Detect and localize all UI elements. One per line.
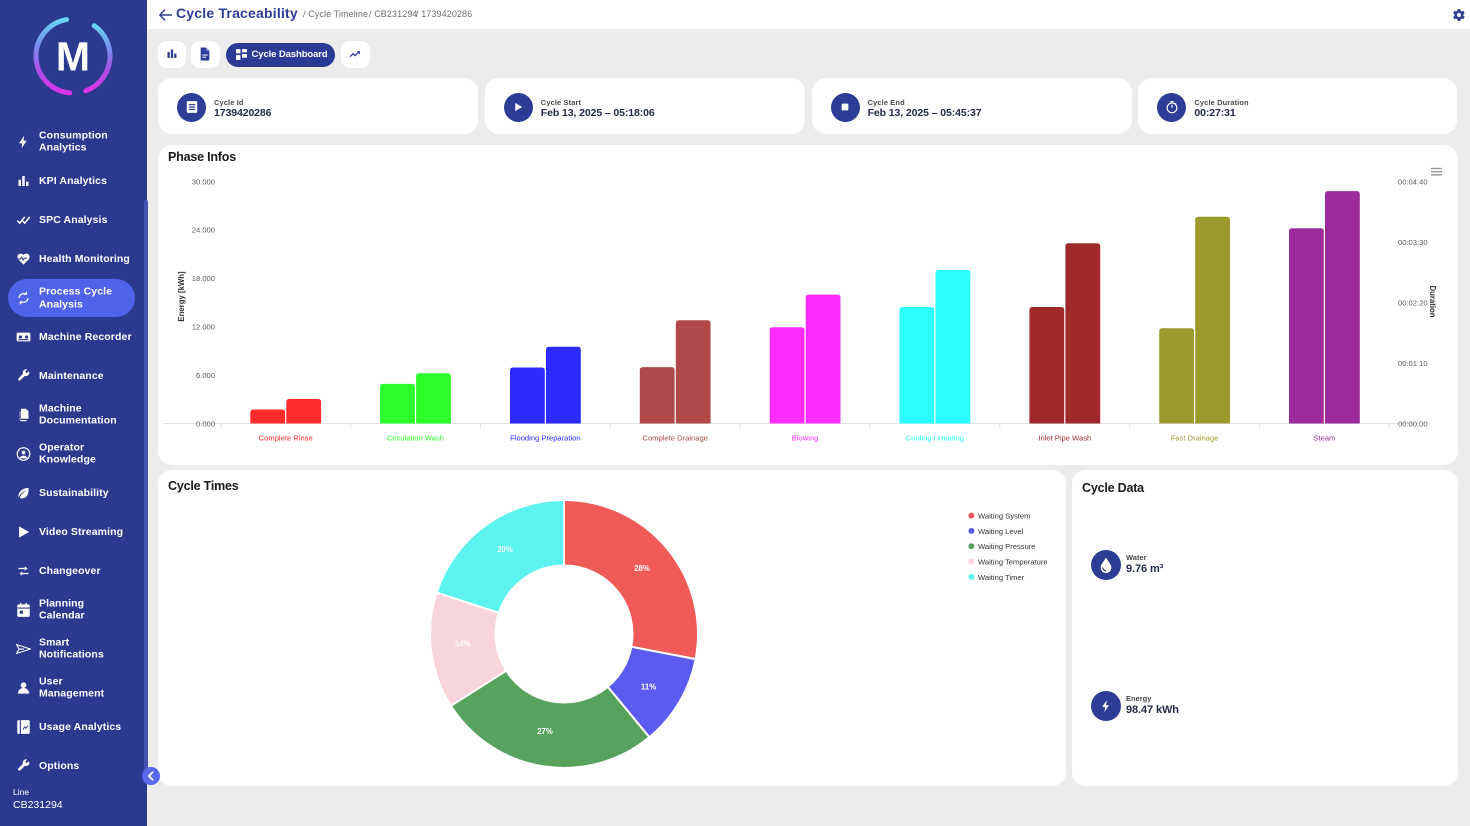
svg-text:Fast Drainage: Fast Drainage xyxy=(1171,433,1219,442)
svg-text:Waiting System: Waiting System xyxy=(978,512,1030,521)
svg-text:M: M xyxy=(56,34,90,80)
svg-text:27%: 27% xyxy=(537,727,553,736)
svg-text:6.000: 6.000 xyxy=(196,370,215,379)
svg-text:Waiting Temperature: Waiting Temperature xyxy=(978,558,1048,567)
svg-text:Complete Rinse: Complete Rinse xyxy=(259,433,313,442)
svg-text:00:04:40: 00:04:40 xyxy=(1398,177,1428,186)
svg-text:00:03:30: 00:03:30 xyxy=(1398,237,1428,246)
svg-text:Waiting Pressure: Waiting Pressure xyxy=(978,542,1036,551)
svg-text:Waiting Level: Waiting Level xyxy=(978,527,1024,536)
svg-text:20%: 20% xyxy=(497,545,513,554)
svg-text:Complete Drainage: Complete Drainage xyxy=(642,433,707,442)
svg-text:00:00:00: 00:00:00 xyxy=(1398,419,1428,428)
svg-text:Steam: Steam xyxy=(1313,433,1335,442)
svg-text:Flooding Preparation: Flooding Preparation xyxy=(510,433,581,442)
svg-text:Inlet Pipe Wash: Inlet Pipe Wash xyxy=(1038,433,1091,442)
svg-text:28%: 28% xyxy=(634,564,650,573)
svg-text:00:02:20: 00:02:20 xyxy=(1398,298,1428,307)
svg-text:Blowing: Blowing xyxy=(792,433,819,442)
svg-text:30.000: 30.000 xyxy=(192,177,215,186)
svg-text:Duration: Duration xyxy=(1428,285,1437,317)
svg-text:Cooling / Heating: Cooling / Heating xyxy=(906,433,964,442)
svg-text:12.000: 12.000 xyxy=(192,322,215,331)
svg-text:Circulation Wash: Circulation Wash xyxy=(387,433,444,442)
svg-text:14%: 14% xyxy=(455,639,471,648)
svg-text:Energy [kWh]: Energy [kWh] xyxy=(177,270,186,321)
svg-text:18.000: 18.000 xyxy=(192,274,215,283)
svg-text:11%: 11% xyxy=(641,682,656,691)
svg-text:0.000: 0.000 xyxy=(196,419,215,428)
svg-text:00:01:10: 00:01:10 xyxy=(1398,358,1428,367)
svg-text:Waiting Timer: Waiting Timer xyxy=(978,573,1025,582)
svg-text:24.000: 24.000 xyxy=(192,225,215,234)
